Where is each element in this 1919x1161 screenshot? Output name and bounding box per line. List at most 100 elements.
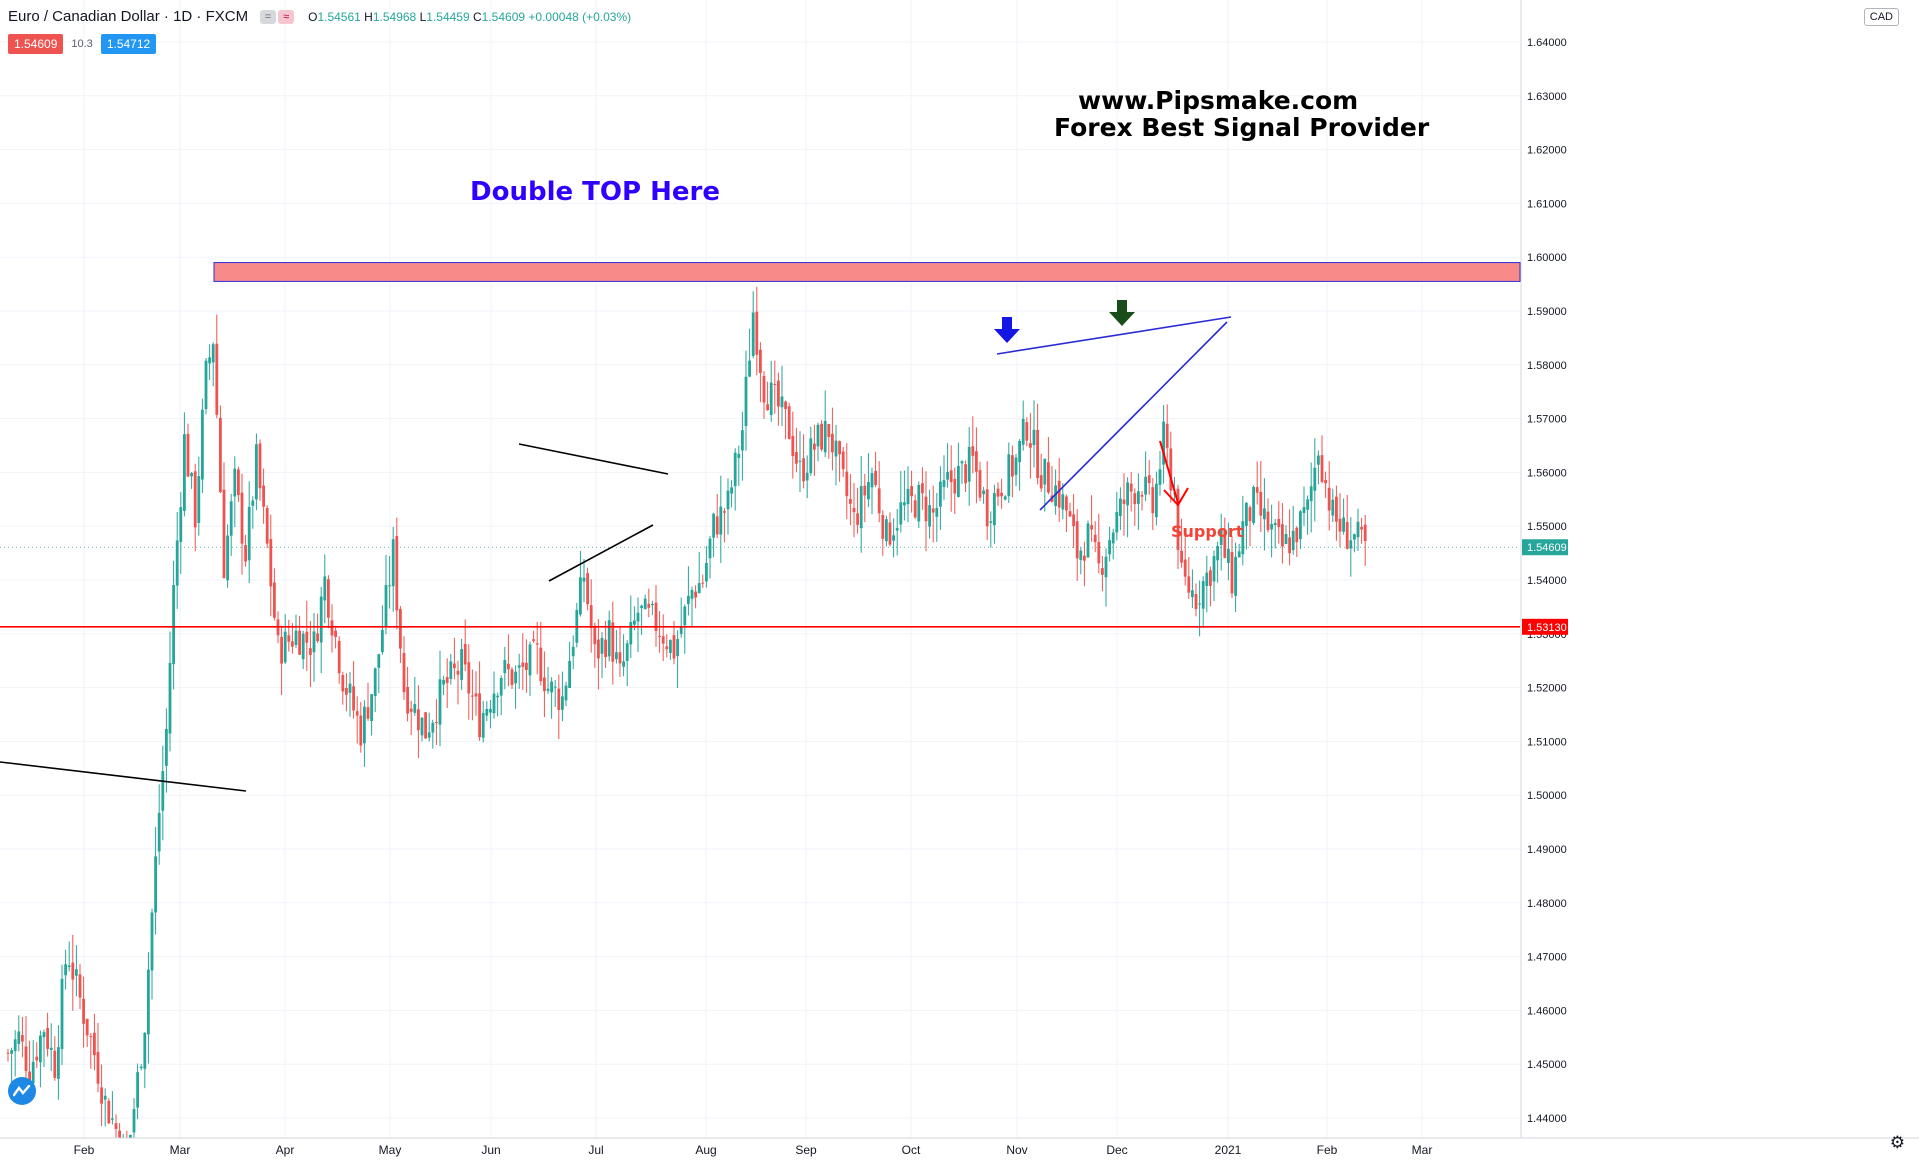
candle-body: [1349, 540, 1353, 549]
y-tick-label: 1.52000: [1527, 683, 1567, 695]
candle-body: [618, 652, 622, 664]
candle-body: [503, 659, 507, 674]
candle-body: [1237, 551, 1241, 558]
wedge-lower-line: [1039, 321, 1228, 511]
candle-body: [791, 435, 795, 457]
candle-body: [312, 631, 316, 653]
candle-body: [215, 343, 219, 415]
candle-body: [917, 484, 921, 522]
candle-body: [1101, 568, 1104, 575]
candle-body: [330, 620, 334, 636]
candle-body: [1291, 530, 1295, 551]
candle-body: [183, 434, 186, 511]
symbol-title[interactable]: Euro / Canadian Dollar · 1D · FXCM: [8, 8, 249, 25]
candle-body: [381, 630, 384, 653]
candle-body: [755, 311, 759, 355]
candle-body: [1309, 486, 1313, 502]
candle-body: [1205, 572, 1209, 587]
candle-body: [564, 685, 568, 701]
candle-body: [417, 709, 420, 731]
indicator-toggle-button[interactable]: =: [260, 9, 277, 24]
candle-body: [1003, 496, 1007, 500]
candle-body: [625, 643, 629, 662]
candle-body: [769, 382, 773, 415]
candle-body: [867, 482, 870, 500]
candle-body: [273, 582, 276, 618]
candle-body: [1299, 511, 1302, 540]
candle-body: [413, 704, 417, 713]
candle-body: [154, 856, 157, 913]
candle-body: [49, 1047, 53, 1050]
candle-body: [805, 472, 809, 481]
buy-button[interactable]: 1.54712: [100, 34, 157, 54]
sell-button[interactable]: 1.54609: [8, 34, 64, 54]
candle-body: [309, 648, 312, 655]
candle-body: [244, 545, 247, 562]
gear-icon[interactable]: ⚙: [1889, 1133, 1905, 1152]
candle-body: [784, 401, 787, 410]
candle-body: [935, 507, 939, 517]
candle-body: [967, 446, 971, 482]
candle-body: [863, 485, 867, 496]
candle-body: [485, 709, 489, 716]
candle-body: [841, 451, 845, 470]
candle-body: [341, 675, 345, 692]
candle-body: [168, 662, 172, 734]
candle-body: [679, 627, 683, 634]
candle-body: [622, 661, 625, 667]
candle-body: [996, 488, 1000, 497]
candle-body: [1248, 507, 1252, 522]
candle-body: [1288, 537, 1291, 554]
candle-body: [1180, 550, 1183, 563]
candle-body: [517, 665, 521, 668]
candle-body: [881, 514, 885, 539]
candle-body: [456, 670, 460, 675]
candle-body: [809, 438, 813, 474]
candle-body: [492, 693, 496, 714]
x-tick-label: 2021: [1215, 1143, 1242, 1157]
candle-body: [247, 506, 251, 561]
candle-body: [643, 598, 647, 610]
candle-body: [1327, 487, 1331, 511]
currency-button[interactable]: CAD: [1863, 8, 1899, 26]
candle-body: [964, 464, 967, 484]
candle-body: [100, 1087, 103, 1104]
candle-body: [406, 686, 409, 714]
candle-body: [683, 606, 687, 626]
candle-body: [1241, 521, 1245, 555]
y-tick-label: 1.54000: [1527, 575, 1567, 587]
candle-body: [777, 380, 780, 407]
compare-toggle-button[interactable]: ≈: [278, 9, 295, 24]
candle-body: [1097, 542, 1101, 564]
candle-body: [1191, 590, 1194, 598]
candle-body: [409, 708, 413, 712]
candle-body: [435, 722, 438, 724]
candle-body: [1047, 462, 1050, 493]
candle-body: [197, 476, 201, 523]
candle-body: [726, 490, 730, 510]
candle-body: [1345, 522, 1349, 549]
candle-body: [888, 522, 892, 545]
candle-body: [1216, 545, 1219, 561]
candle-body: [1194, 594, 1198, 609]
candle-body: [377, 654, 381, 668]
candle-body: [877, 488, 881, 514]
candle-body: [982, 490, 985, 495]
candle-body: [161, 771, 165, 811]
candle-body: [53, 1050, 57, 1078]
candle-body: [949, 470, 953, 483]
y-tick-label: 1.51000: [1527, 736, 1567, 748]
candle-body: [874, 470, 877, 485]
candle-body: [931, 508, 935, 513]
candle-body: [701, 582, 705, 584]
tradingview-logo-icon[interactable]: [8, 1077, 36, 1105]
candle-body: [42, 1032, 46, 1038]
candle-body: [895, 528, 899, 531]
candle-body: [586, 573, 589, 605]
candle-body: [856, 513, 859, 525]
x-tick-label: Mar: [1412, 1143, 1433, 1157]
candle-body: [384, 585, 388, 627]
candle-body: [1212, 556, 1216, 582]
